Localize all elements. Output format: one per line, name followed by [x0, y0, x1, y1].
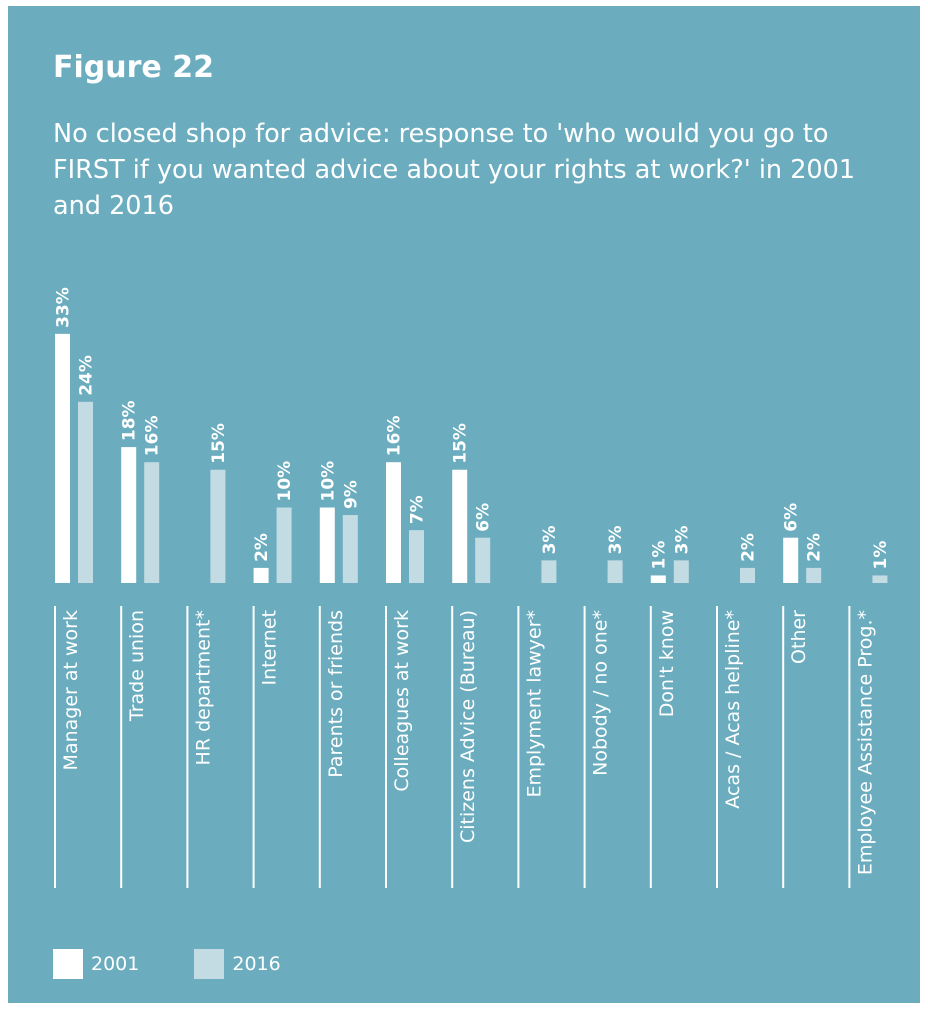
figure-title: Figure 22: [53, 50, 214, 85]
bar-2001-parents-or-friends: [319, 507, 335, 583]
data-label-2016-other: 2%: [805, 533, 825, 562]
legend-item-2001: 2001: [53, 949, 139, 979]
category-label-nobody-no-one: Nobody / no one*: [590, 610, 612, 776]
category-label-other: Other: [788, 610, 810, 664]
data-label-2001-manager-at-work: 33%: [54, 287, 74, 328]
data-label-2016-citizens-advice-bureau: 6%: [474, 503, 494, 532]
data-label-2016-trade-union: 16%: [143, 415, 163, 456]
bar-2016-hr-department: [210, 469, 226, 583]
chart-subtitle: No closed shop for advice: response to '…: [53, 119, 856, 221]
data-label-2016-hr-department: 15%: [209, 423, 229, 464]
category-label-citizens-advice-bureau: Citizens Advice (Bureau): [457, 610, 479, 843]
data-label-2016-manager-at-work: 24%: [77, 355, 97, 396]
bar-2001-citizens-advice-bureau: [452, 469, 468, 583]
category-label-manager-at-work: Manager at work: [60, 610, 82, 770]
data-label-2016-don-t-know: 3%: [672, 525, 692, 554]
bar-2016-nobody-no-one: [607, 560, 623, 583]
bar-2016-parents-or-friends: [342, 515, 358, 583]
bar-2016-manager-at-work: [78, 401, 93, 583]
bar-2001-internet: [253, 567, 269, 583]
data-label-2016-parents-or-friends: 9%: [341, 480, 361, 509]
bar-2016-citizens-advice-bureau: [475, 537, 491, 583]
legend: 2001 2016: [53, 949, 336, 979]
legend-label-2001: 2001: [91, 953, 140, 975]
category-label-don-t-know: Don't know: [656, 610, 678, 717]
bar-2001-manager-at-work: [55, 333, 70, 583]
legend-swatch-2001: [53, 949, 83, 979]
category-label-hr-department: HR department*: [192, 610, 214, 765]
data-label-2001-colleagues-at-work: 16%: [385, 415, 405, 456]
legend-swatch-2016: [194, 949, 225, 979]
bar-2001-trade-union: [121, 447, 137, 583]
bar-2016-emplyment-lawyer: [541, 560, 557, 583]
data-label-2001-parents-or-friends: 10%: [318, 461, 338, 502]
category-label-acas-acas-helpline: Acas / Acas helpline*: [722, 610, 744, 809]
legend-item-2016: 2016: [194, 949, 281, 979]
data-label-2001-don-t-know: 1%: [649, 541, 669, 570]
data-label-2001-citizens-advice-bureau: 15%: [451, 423, 471, 464]
bar-2016-trade-union: [144, 462, 160, 583]
bar-2001-colleagues-at-work: [386, 462, 401, 583]
legend-label-2016: 2016: [232, 953, 281, 975]
data-label-2016-acas-acas-helpline: 2%: [739, 533, 759, 562]
data-label-2016-internet: 10%: [275, 461, 295, 502]
data-label-2001-other: 6%: [782, 503, 802, 532]
data-label-2016-colleagues-at-work: 7%: [408, 495, 428, 524]
chart-panel: Figure 22 No closed shop for advice: res…: [8, 6, 920, 1003]
category-label-employee-assistance-prog: Employee Assistance Prog.*: [854, 610, 876, 875]
bar-2001-other: [783, 537, 799, 583]
bar-2016-other: [806, 567, 822, 583]
category-label-colleagues-at-work: Colleagues at work: [391, 610, 413, 792]
data-label-2001-trade-union: 18%: [120, 400, 140, 441]
bar-2016-employee-assistance-prog: [872, 575, 888, 583]
bar-2016-acas-acas-helpline: [740, 567, 755, 583]
category-label-internet: Internet: [259, 610, 281, 685]
data-label-2016-employee-assistance-prog: 1%: [871, 541, 891, 570]
bar-2016-internet: [276, 507, 292, 583]
bar-2016-colleagues-at-work: [409, 530, 424, 583]
data-label-2016-emplyment-lawyer: 3%: [540, 525, 560, 554]
data-label-2001-internet: 2%: [252, 533, 272, 562]
data-label-2016-nobody-no-one: 3%: [606, 525, 626, 554]
category-label-parents-or-friends: Parents or friends: [325, 610, 347, 778]
bar-2016-don-t-know: [673, 560, 689, 583]
category-label-emplyment-lawyer: Emplyment lawyer*: [523, 610, 545, 798]
category-label-trade-union: Trade union: [126, 610, 148, 722]
bar-2001-don-t-know: [650, 575, 666, 583]
